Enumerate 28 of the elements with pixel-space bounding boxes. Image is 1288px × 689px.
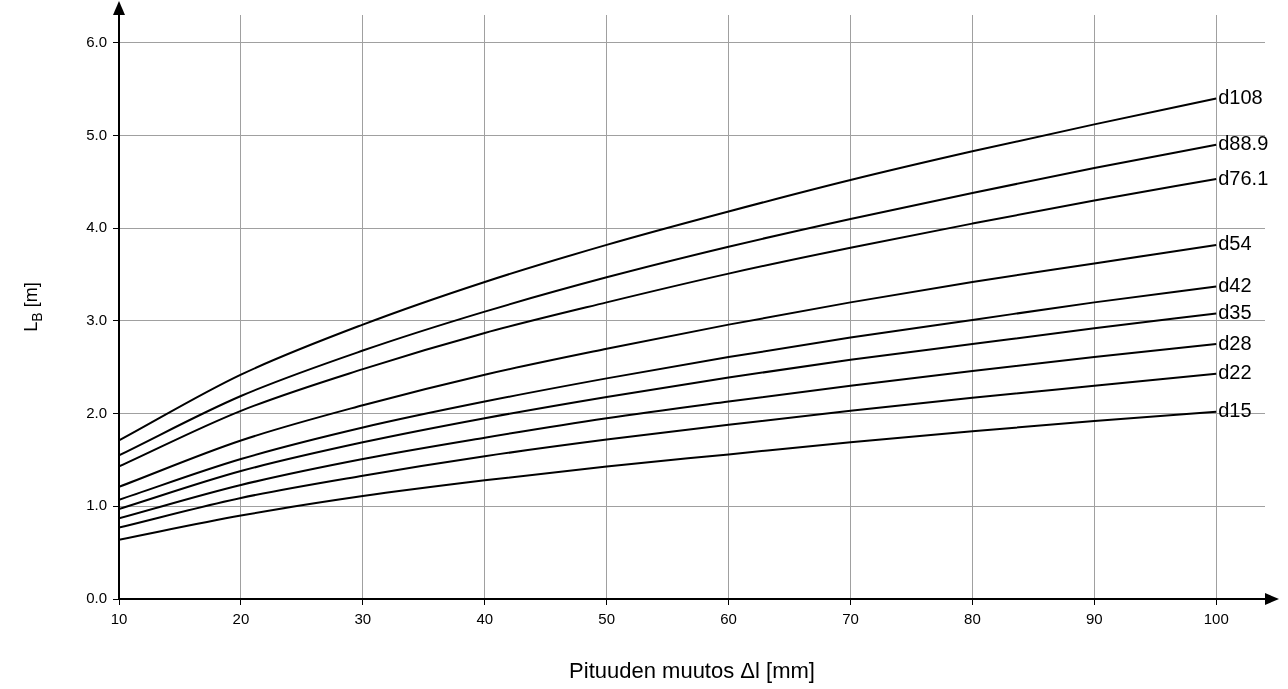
- series-label: d76.1: [1218, 166, 1269, 189]
- series-label: d35: [1218, 301, 1252, 323]
- y-tick-label: 2.0: [86, 403, 107, 421]
- series-label: d15: [1218, 399, 1252, 422]
- series-label: d108: [1218, 85, 1263, 108]
- x-tick-label: 60: [720, 610, 737, 628]
- series-label: d54: [1218, 232, 1252, 255]
- x-axis-title: Pituuden muutos Δl [mm]: [569, 657, 815, 683]
- series-label: d22: [1218, 361, 1252, 384]
- series-label: d28: [1218, 331, 1252, 354]
- x-tick-label: 80: [964, 610, 981, 628]
- y-tick-label: 3.0: [86, 311, 107, 329]
- y-tick-label: 1.0: [86, 496, 107, 514]
- y-tick-label: 5.0: [86, 125, 107, 143]
- x-tick-label: 50: [598, 610, 615, 628]
- x-tick-label: 40: [476, 610, 494, 628]
- x-tick-label: 70: [842, 610, 859, 628]
- series-label: d42: [1218, 274, 1252, 297]
- x-tick-label: 20: [232, 610, 250, 628]
- x-tick-label: 90: [1085, 610, 1103, 628]
- x-tick-label: 10: [110, 610, 128, 628]
- y-axis-title: LB [m]: [20, 282, 45, 332]
- x-tick-label: 30: [354, 610, 372, 628]
- y-tick-label: 0.0: [86, 589, 107, 607]
- y-tick-label: 6.0: [86, 32, 107, 50]
- x-tick-label: 100: [1203, 610, 1229, 628]
- y-tick-label: 4.0: [86, 218, 107, 236]
- series-label: d88.9: [1218, 132, 1269, 155]
